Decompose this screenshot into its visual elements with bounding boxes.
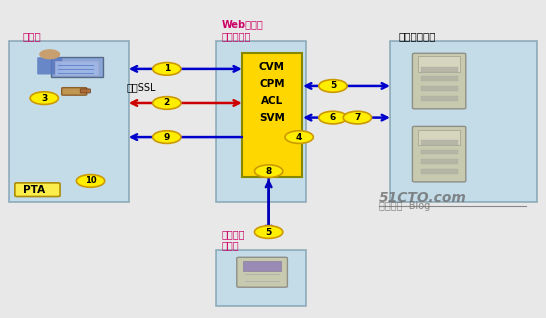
Text: Web服务器
应用服务器: Web服务器 应用服务器 [221,19,263,41]
FancyBboxPatch shape [420,96,458,101]
Text: 7: 7 [354,113,360,122]
FancyBboxPatch shape [237,257,287,287]
FancyBboxPatch shape [420,140,458,145]
Circle shape [76,175,105,187]
Circle shape [319,111,347,124]
Circle shape [40,50,60,59]
FancyBboxPatch shape [420,76,458,81]
Text: 4: 4 [296,133,302,142]
Text: 技术博客  Blog: 技术博客 Blog [379,201,430,211]
FancyBboxPatch shape [9,41,129,202]
FancyBboxPatch shape [37,57,62,74]
Circle shape [285,131,313,143]
Circle shape [30,92,58,104]
Text: 10: 10 [85,176,96,185]
FancyBboxPatch shape [412,126,466,182]
FancyBboxPatch shape [390,41,537,202]
Text: 天威诚信
中间件: 天威诚信 中间件 [221,229,245,250]
FancyBboxPatch shape [15,183,60,197]
FancyBboxPatch shape [420,149,458,154]
FancyBboxPatch shape [420,86,458,91]
Text: 51CTO.com: 51CTO.com [379,191,467,205]
Text: 8: 8 [265,167,272,176]
FancyBboxPatch shape [420,159,458,164]
Text: 数据库服务器: 数据库服务器 [398,31,436,41]
Text: 客户端: 客户端 [22,31,41,41]
Circle shape [254,226,283,238]
FancyBboxPatch shape [216,250,306,306]
Circle shape [153,63,181,75]
Text: PTA: PTA [23,185,45,195]
FancyBboxPatch shape [418,57,460,72]
Circle shape [153,131,181,143]
Text: 建立SSL: 建立SSL [127,82,156,92]
Text: 2: 2 [164,99,170,107]
FancyBboxPatch shape [412,53,466,109]
FancyBboxPatch shape [62,88,87,95]
FancyBboxPatch shape [420,67,458,72]
Circle shape [153,97,181,109]
Circle shape [343,111,372,124]
FancyBboxPatch shape [243,261,281,271]
Circle shape [254,165,283,177]
FancyBboxPatch shape [80,89,91,93]
Text: 5: 5 [265,228,272,237]
FancyBboxPatch shape [242,53,302,177]
FancyBboxPatch shape [55,61,98,75]
Text: 9: 9 [164,133,170,142]
Text: 1: 1 [164,64,170,73]
Text: 6: 6 [330,113,336,122]
Text: 3: 3 [41,93,48,103]
FancyBboxPatch shape [420,169,458,174]
FancyBboxPatch shape [51,58,103,77]
Text: 5: 5 [330,81,336,90]
Circle shape [319,80,347,92]
FancyBboxPatch shape [216,41,306,202]
Text: CVM
CPM
ACL
SVM: CVM CPM ACL SVM [259,62,285,123]
FancyBboxPatch shape [418,129,460,145]
